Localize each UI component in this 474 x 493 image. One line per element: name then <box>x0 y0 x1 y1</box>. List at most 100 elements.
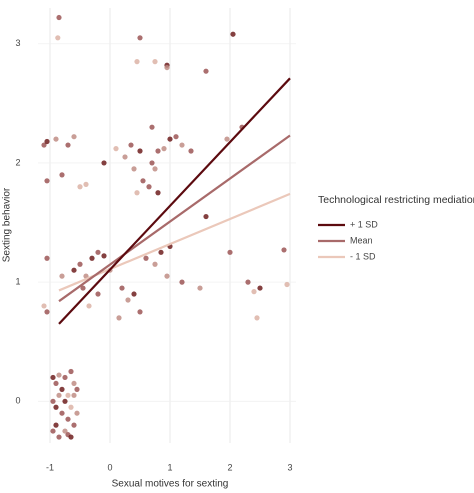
y-tick-label: 2 <box>15 157 20 167</box>
point <box>167 136 173 142</box>
point <box>164 273 170 279</box>
point <box>131 291 137 297</box>
point <box>62 428 68 434</box>
legend-label: - 1 SD <box>350 251 376 261</box>
point <box>254 315 260 321</box>
point <box>71 380 77 387</box>
point <box>68 404 74 410</box>
point <box>55 35 61 41</box>
point <box>89 255 95 261</box>
point <box>62 374 68 381</box>
point <box>77 184 83 190</box>
point <box>161 146 167 152</box>
point <box>44 138 50 145</box>
point <box>149 124 155 130</box>
point <box>65 416 71 422</box>
point <box>59 386 65 392</box>
point <box>74 386 80 392</box>
point <box>59 172 65 178</box>
point <box>227 249 233 255</box>
point <box>281 247 287 253</box>
point <box>56 14 62 21</box>
point <box>44 309 50 315</box>
point <box>230 31 236 37</box>
point <box>152 166 158 172</box>
point <box>119 285 125 291</box>
point <box>179 142 185 148</box>
point <box>53 136 59 142</box>
point <box>41 303 47 309</box>
point <box>128 142 134 148</box>
point <box>146 184 152 190</box>
point <box>83 181 89 187</box>
point <box>203 213 209 220</box>
y-axis-title: Sexting behavior <box>2 187 13 262</box>
point <box>137 148 143 154</box>
point <box>80 285 86 291</box>
x-tick-label: 0 <box>107 462 112 472</box>
point <box>122 154 128 160</box>
point <box>188 148 194 154</box>
point <box>134 190 140 196</box>
point <box>68 368 74 375</box>
x-tick-label: -1 <box>46 462 54 472</box>
point <box>179 279 185 285</box>
point <box>74 410 80 416</box>
x-tick-label: 1 <box>167 462 172 472</box>
y-tick-label: 3 <box>15 38 20 48</box>
point <box>197 285 203 291</box>
point <box>152 261 158 267</box>
point <box>71 422 77 428</box>
point <box>71 267 77 273</box>
point <box>53 404 59 410</box>
point <box>68 434 74 440</box>
point <box>173 134 179 140</box>
point <box>56 372 62 378</box>
y-tick-label: 0 <box>15 396 20 406</box>
point <box>95 249 101 255</box>
point <box>77 261 83 267</box>
point <box>245 279 251 285</box>
point <box>101 253 107 259</box>
point <box>257 285 263 291</box>
point <box>224 136 230 142</box>
point <box>113 146 119 152</box>
point <box>155 148 161 154</box>
point <box>86 303 92 309</box>
point <box>71 392 77 398</box>
point <box>149 160 155 166</box>
point <box>59 410 65 416</box>
point <box>59 273 65 279</box>
x-axis-title: Sexual motives for sexting <box>112 479 229 490</box>
point <box>50 428 56 434</box>
point <box>44 255 50 261</box>
point <box>56 434 62 440</box>
point <box>62 398 68 404</box>
point <box>71 134 77 140</box>
x-tick-label: 3 <box>287 462 292 472</box>
point <box>50 374 56 381</box>
point <box>164 64 170 71</box>
point <box>101 160 107 166</box>
point <box>134 59 140 65</box>
point <box>155 190 161 196</box>
point <box>56 392 62 398</box>
point <box>125 297 131 303</box>
point <box>95 291 101 297</box>
point <box>53 380 59 387</box>
regression-line <box>58 77 291 325</box>
point <box>284 281 290 288</box>
point <box>50 398 56 404</box>
point <box>137 35 143 41</box>
point <box>137 309 143 315</box>
point <box>116 315 122 321</box>
point <box>131 166 137 172</box>
point <box>152 59 158 65</box>
point <box>41 142 47 148</box>
regression-line <box>58 134 291 303</box>
point <box>65 142 71 148</box>
legend-label: + 1 SD <box>350 219 378 229</box>
x-tick-label: 2 <box>227 462 232 472</box>
